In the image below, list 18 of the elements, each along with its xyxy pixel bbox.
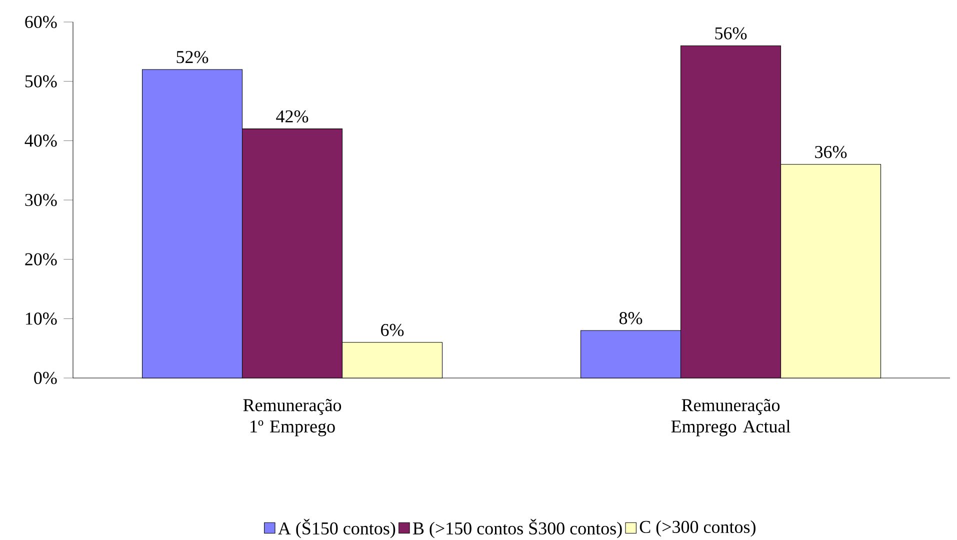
legend-label: A (Š150 contos) <box>278 518 396 538</box>
y-tick-label: 20% <box>25 253 57 266</box>
y-tick-label: 60% <box>25 16 57 28</box>
y-tick-label: 0% <box>34 372 57 384</box>
y-tick-label: 30% <box>25 194 57 206</box>
x-tick-label: Remuneração Emprego Actual <box>671 398 790 436</box>
legend-label: B (>150 contos Š300 contos) <box>412 518 622 538</box>
data-label: 36% <box>815 146 847 158</box>
legend-label: C (>300 contos) <box>640 520 756 537</box>
data-label: 8% <box>619 312 642 324</box>
y-tick-label: 40% <box>24 134 57 147</box>
y-tick-label: 10% <box>26 312 57 325</box>
data-label: 52% <box>176 50 208 64</box>
y-tick-label: 50% <box>25 75 57 88</box>
data-label: 56% <box>715 27 747 40</box>
data-label: 42% <box>276 110 308 123</box>
x-tick-label: Remuneração 1º Emprego <box>243 398 342 436</box>
data-label: 6% <box>381 324 404 336</box>
